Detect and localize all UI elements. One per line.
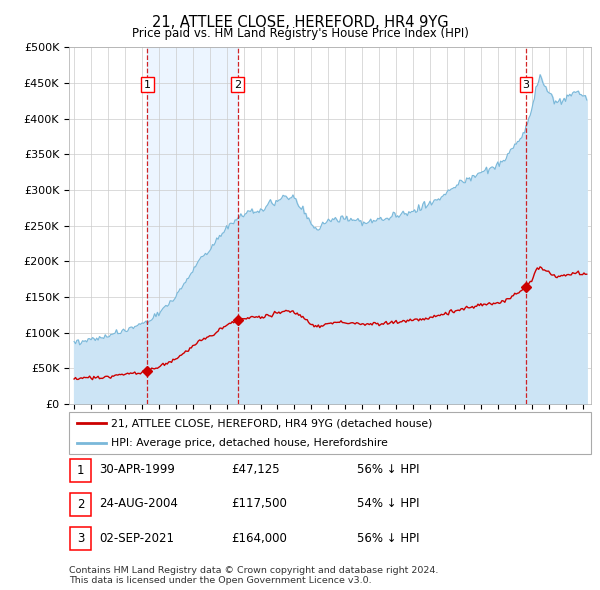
Text: HPI: Average price, detached house, Herefordshire: HPI: Average price, detached house, Here… [111, 438, 388, 448]
Text: Price paid vs. HM Land Registry's House Price Index (HPI): Price paid vs. HM Land Registry's House … [131, 27, 469, 40]
Text: 1: 1 [77, 464, 84, 477]
Text: 2: 2 [234, 80, 241, 90]
Text: 1: 1 [144, 80, 151, 90]
Text: £117,500: £117,500 [231, 497, 287, 510]
Text: 56% ↓ HPI: 56% ↓ HPI [357, 532, 419, 545]
Text: 2: 2 [77, 498, 84, 511]
FancyBboxPatch shape [70, 459, 91, 481]
Text: 30-APR-1999: 30-APR-1999 [99, 463, 175, 476]
FancyBboxPatch shape [69, 412, 591, 454]
Bar [148, 47, 238, 404]
Text: 21, ATTLEE CLOSE, HEREFORD, HR4 9YG: 21, ATTLEE CLOSE, HEREFORD, HR4 9YG [152, 15, 448, 30]
Text: 24-AUG-2004: 24-AUG-2004 [99, 497, 178, 510]
Text: £164,000: £164,000 [231, 532, 287, 545]
Text: £47,125: £47,125 [231, 463, 280, 476]
Text: 3: 3 [77, 532, 84, 545]
Text: 02-SEP-2021: 02-SEP-2021 [99, 532, 174, 545]
Text: 56% ↓ HPI: 56% ↓ HPI [357, 463, 419, 476]
Text: 21, ATTLEE CLOSE, HEREFORD, HR4 9YG (detached house): 21, ATTLEE CLOSE, HEREFORD, HR4 9YG (det… [111, 418, 432, 428]
Text: Contains HM Land Registry data © Crown copyright and database right 2024.
This d: Contains HM Land Registry data © Crown c… [69, 566, 439, 585]
FancyBboxPatch shape [70, 493, 91, 516]
FancyBboxPatch shape [70, 527, 91, 550]
Text: 54% ↓ HPI: 54% ↓ HPI [357, 497, 419, 510]
Text: 3: 3 [523, 80, 530, 90]
